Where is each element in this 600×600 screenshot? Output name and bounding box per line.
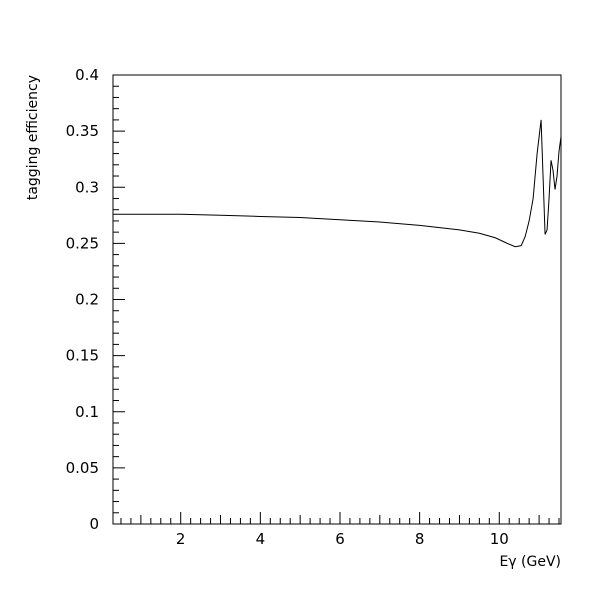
y-tick-label: 0.3 bbox=[75, 178, 99, 196]
y-tick-label: 0.25 bbox=[66, 234, 99, 252]
plot-frame bbox=[112, 74, 562, 525]
y-tick-label: 0.05 bbox=[66, 459, 99, 477]
y-axis-label: tagging efficiency bbox=[25, 75, 41, 200]
y-axis-ticks bbox=[113, 74, 125, 525]
x-tick-label: 2 bbox=[176, 530, 186, 548]
y-tick-label: 0.35 bbox=[66, 122, 99, 140]
x-tick-label: 4 bbox=[256, 530, 266, 548]
x-axis-tick-labels: 2 4 6 8 10 bbox=[176, 530, 509, 548]
x-tick-label: 6 bbox=[335, 530, 345, 548]
y-axis-tick-labels: 0 0.05 0.1 0.15 0.2 0.25 0.3 0.35 0.4 bbox=[66, 66, 99, 533]
x-axis-label: Eγ (GeV) bbox=[499, 554, 561, 570]
x-tick-label: 10 bbox=[490, 530, 509, 548]
efficiency-curve bbox=[113, 119, 562, 248]
y-tick-label: 0.4 bbox=[75, 66, 99, 84]
y-tick-label: 0.15 bbox=[66, 347, 99, 365]
x-axis-ticks bbox=[120, 512, 560, 524]
y-tick-label: 0.2 bbox=[75, 291, 99, 309]
y-tick-label: 0 bbox=[89, 515, 99, 533]
y-tick-label: 0.1 bbox=[75, 403, 99, 421]
x-tick-label: 8 bbox=[415, 530, 425, 548]
